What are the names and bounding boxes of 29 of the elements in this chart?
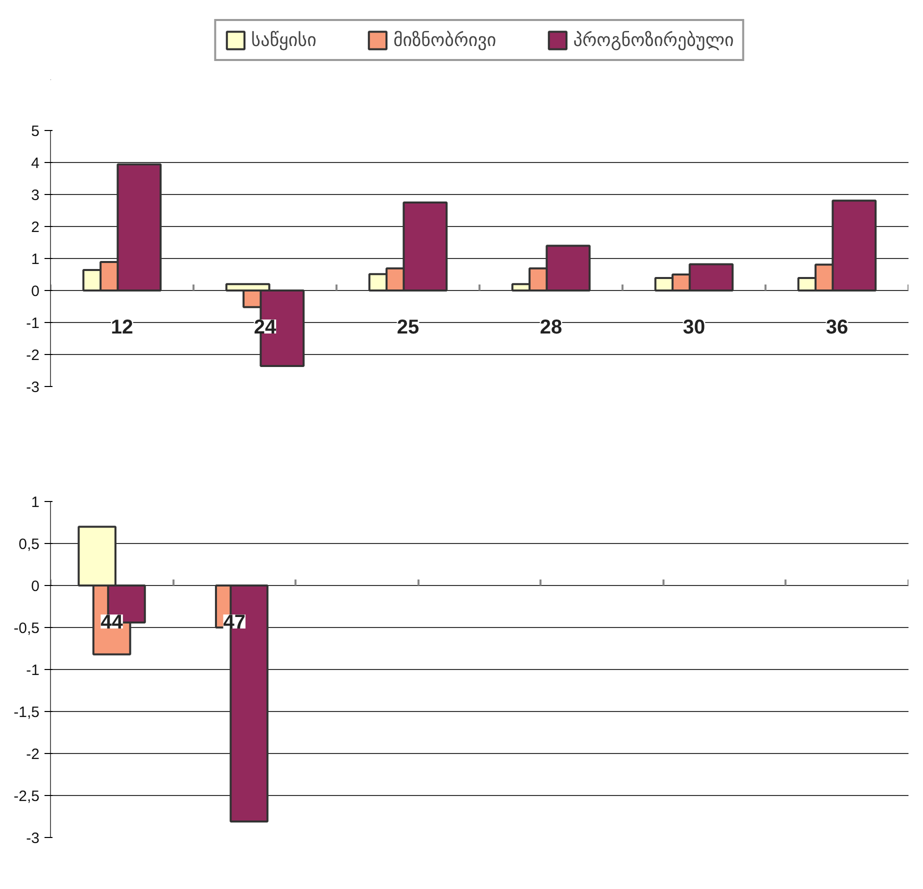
y-tick-label: -1	[26, 315, 40, 332]
legend-label: მიზნობრივი	[393, 30, 496, 50]
y-tick-label: -1	[26, 662, 40, 679]
y-tick-label: -0,5	[14, 620, 40, 637]
y-tick-label: -1,5	[14, 704, 40, 721]
legend-label: საწყისი	[251, 30, 316, 50]
y-tick-label: -2,5	[14, 788, 40, 805]
y-tick-label: -2	[26, 347, 40, 364]
y-tick-label: 2	[31, 219, 40, 236]
x-tick-label: 12	[110, 316, 134, 338]
x-tick-label: 30	[682, 316, 706, 338]
x-tick-label: 36	[826, 316, 848, 338]
y-tick-label: 4	[31, 155, 40, 172]
y-tick-label: 5	[31, 123, 40, 140]
legend-label: პროგნოზირებული	[573, 30, 734, 50]
y-tick-label: 0	[31, 578, 40, 595]
x-tick-label: 24	[254, 316, 277, 338]
y-tick-label: 0	[31, 283, 40, 300]
y-tick-label: -2	[26, 746, 40, 763]
x-tick-label: 47	[223, 612, 246, 634]
y-tick-label: -3	[26, 379, 40, 396]
y-tick-label: -3	[26, 830, 40, 847]
x-tick-label: 44	[100, 612, 124, 634]
x-tick-label: 28	[540, 316, 562, 338]
y-tick-label: 0,5	[18, 536, 40, 553]
y-tick-label: 3	[31, 187, 40, 204]
y-tick-label: 1	[31, 251, 40, 268]
y-tick-label: 1	[31, 494, 40, 511]
x-tick-label: 25	[396, 316, 420, 338]
